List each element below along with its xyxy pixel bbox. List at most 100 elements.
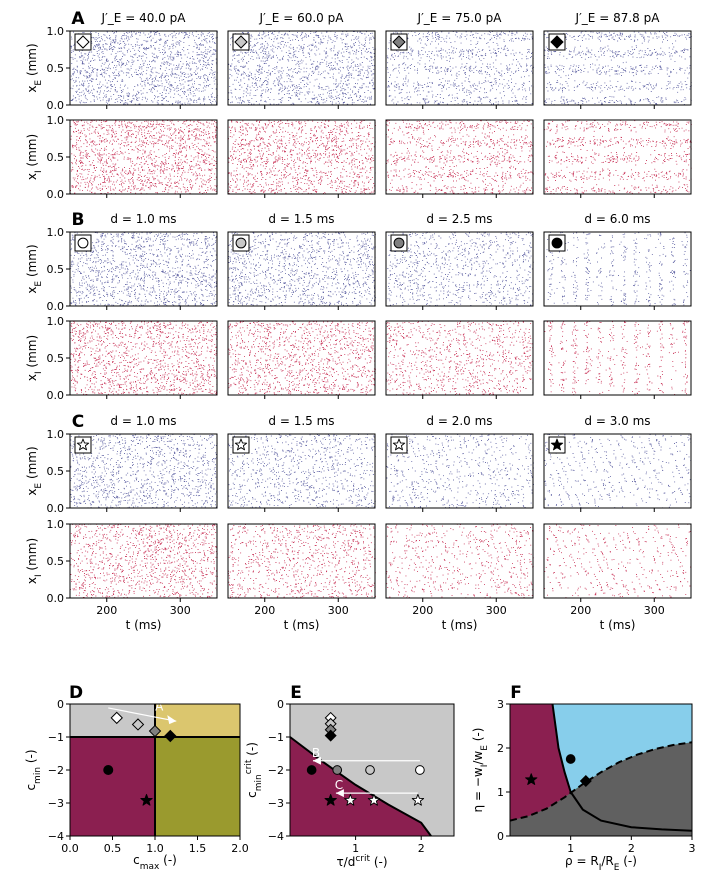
- data-point-star: [411, 793, 425, 806]
- y-tick-label: 0.0: [47, 188, 65, 201]
- data-point-circle: [415, 765, 425, 775]
- raster-E-C2: [227, 433, 376, 512]
- plot-background: [228, 120, 375, 194]
- raster-title: d = 1.0 ms: [110, 212, 176, 226]
- arrow-head: [312, 756, 321, 765]
- plot-frame: [227, 119, 376, 195]
- y-tick-label: 0.0: [47, 592, 65, 605]
- plot-background: [544, 524, 691, 598]
- y-tick-label: −3: [268, 797, 284, 810]
- raster-title: J′_E = 60.0 pA: [259, 11, 345, 25]
- data-point-star: [367, 793, 381, 806]
- raster-I-B1: 0.0 0.5 1.0xI (mm): [25, 315, 218, 402]
- x-tick-label: 300: [328, 604, 349, 617]
- diamond-marker: [550, 35, 564, 49]
- spike-dots: [386, 119, 534, 195]
- data-point-circle: [565, 754, 576, 764]
- plot-frame: [385, 231, 534, 307]
- x-tick-label: 200: [96, 604, 117, 617]
- star-marker: [392, 438, 406, 451]
- x-tick-label: 1: [352, 842, 359, 855]
- x-tick-label: 200: [570, 604, 591, 617]
- panel-letter: E: [290, 683, 302, 703]
- plot-background: [386, 31, 533, 105]
- plot-frame: [227, 523, 376, 599]
- y-axis-label-E: xE (mm): [25, 43, 44, 92]
- raster-I-C3: 200 300 t (ms): [385, 523, 534, 632]
- raster-E-A1: 0.0 0.5 1.0xE (mm): [25, 25, 218, 112]
- panel-D: A 0.0 0.5 1.0 1.5 2.0 0 −1 −2 −3 −4 cmax (-) cmin (-…: [24, 683, 249, 872]
- raster-E-C3: [385, 433, 534, 512]
- y-tick-label: 0.5: [47, 62, 65, 75]
- raster-title: d = 2.0 ms: [426, 414, 492, 428]
- x-tick-label: 1.0: [146, 842, 164, 855]
- y-axis-label-I: xI (mm): [25, 538, 44, 584]
- spike-dots: [70, 523, 218, 599]
- y-tick-label: −3: [48, 797, 64, 810]
- raster-E-B2: [227, 231, 376, 310]
- plot-background: [228, 31, 375, 105]
- x-tick-label: 2: [418, 842, 425, 855]
- panel-E: B C 1 2 0 −1 −2 −3 −4 τ/dcrit (-) cmincrit (-) E: [244, 683, 455, 869]
- circle-marker: [551, 237, 563, 249]
- x-tick-label: 300: [170, 604, 191, 617]
- raster-title: d = 1.5 ms: [268, 414, 334, 428]
- y-axis-label: cmin (-): [24, 749, 43, 790]
- raster-title: J′_E = 87.8 pA: [575, 11, 661, 25]
- plot-background: [386, 434, 533, 508]
- x-axis-label: τ/dcrit (-): [336, 854, 387, 869]
- spike-dots: [228, 320, 376, 396]
- x-axis-label: t (ms): [442, 618, 478, 632]
- y-tick-label: −2: [268, 764, 284, 777]
- y-tick-label: −4: [268, 830, 284, 843]
- raster-I-A1: 0.0 0.5 1.0xI (mm): [25, 114, 218, 201]
- plot-frame: [543, 119, 692, 195]
- plot-frame: [543, 30, 692, 106]
- raster-title: J′_E = 75.0 pA: [417, 11, 503, 25]
- raster-E-A3: [385, 30, 534, 109]
- spike-dots: [546, 231, 691, 307]
- plot-background: [228, 321, 375, 395]
- data-point-diamond: [131, 718, 145, 731]
- y-tick-label: −1: [48, 731, 64, 744]
- plot-frame: [385, 30, 534, 106]
- plot-background: [70, 434, 217, 508]
- x-tick-label: 2.0: [231, 842, 249, 855]
- plot-frame: [543, 231, 692, 307]
- y-tick-label: 2: [497, 742, 504, 755]
- raster-I-C1: 0.0 0.5 1.0xI (mm) 200 300 t (ms): [25, 518, 218, 632]
- y-tick-label: 1.0: [47, 518, 65, 531]
- circle-marker: [77, 237, 89, 249]
- y-tick-label: 0.5: [47, 555, 65, 568]
- spike-dots: [70, 231, 218, 307]
- y-tick-label: −2: [48, 764, 64, 777]
- y-tick-label: 0: [57, 698, 64, 711]
- raster-E-B3: [385, 231, 534, 310]
- plot-background: [70, 31, 217, 105]
- diamond-marker: [76, 35, 90, 49]
- plot-background: [544, 434, 691, 508]
- diamond-marker: [234, 35, 248, 49]
- region-bottom-fill: [570, 792, 692, 836]
- y-tick-label: 0.0: [47, 389, 65, 402]
- raster-E-B4: [543, 231, 692, 310]
- raster-title: d = 1.5 ms: [268, 212, 334, 226]
- y-axis-label: η = −wI/wE (-): [471, 728, 490, 813]
- region-top-left: [70, 704, 155, 737]
- y-tick-label: −1: [268, 731, 284, 744]
- plot-background: [70, 120, 217, 194]
- raster-E-C1: 0.0 0.5 1.0xE (mm): [25, 428, 218, 515]
- x-tick-label: 0.5: [104, 842, 122, 855]
- plot-frame: [543, 320, 692, 396]
- y-tick-label: 3: [497, 698, 504, 711]
- y-tick-label: 0: [497, 830, 504, 843]
- raster-E-B1: 0.0 0.5 1.0xE (mm): [25, 226, 218, 313]
- plot-background: [386, 120, 533, 194]
- region-bottom-right: [155, 737, 240, 836]
- circle-marker: [235, 237, 247, 249]
- raster-I-A3: [385, 119, 534, 198]
- plot-frame: [227, 320, 376, 396]
- annotation-arrow: [108, 707, 177, 722]
- plot-background: [386, 524, 533, 598]
